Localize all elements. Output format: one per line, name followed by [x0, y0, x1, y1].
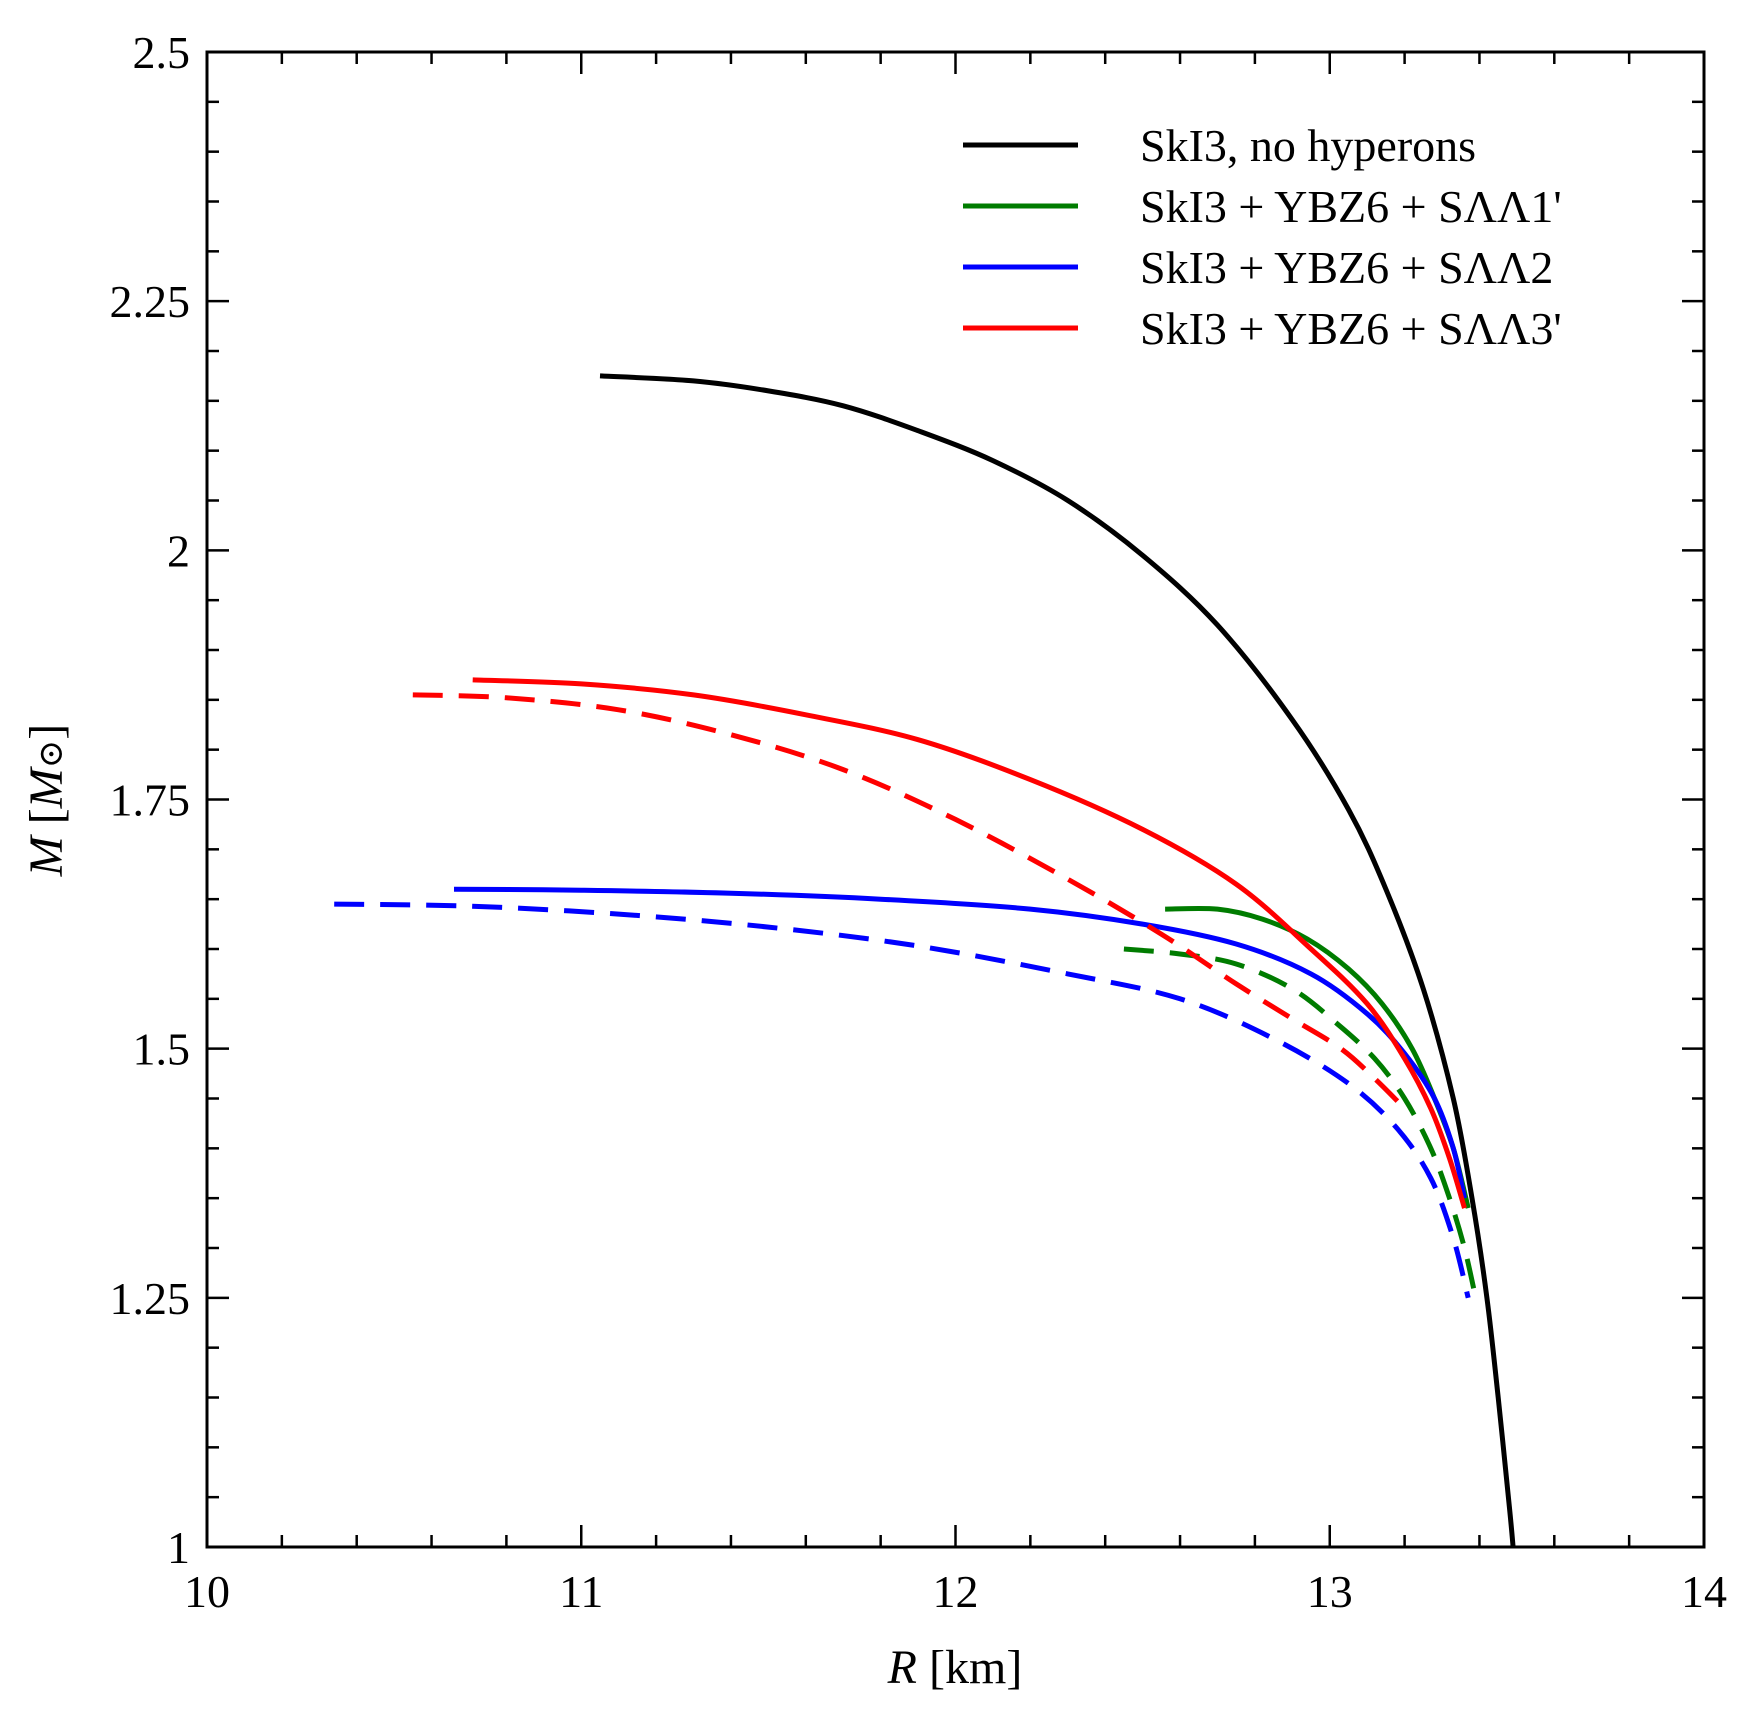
y-tick-label: 1: [167, 1522, 190, 1573]
series-line-5-dashed: [334, 901, 1471, 1299]
series-line-6-solid: [472, 677, 1467, 1209]
y-axis-label-symbol: M: [20, 833, 73, 877]
y-axis-label-sun-symbol: ⊙: [33, 740, 70, 769]
tick-labels: 10 11 12 13 14 1 1.25 1.5 1.75 2 2.25 2.5: [110, 27, 1728, 1617]
x-tick-label: 13: [1307, 1566, 1353, 1617]
x-tick-label: 11: [559, 1566, 603, 1617]
x-tick-label: 10: [184, 1566, 230, 1617]
legend-label: SkI3, no hyperons: [1140, 120, 1476, 171]
legend-label: SkI3 + YBZ6 + SΛΛ2: [1140, 242, 1553, 293]
y-tick-label: 1.25: [110, 1273, 191, 1324]
legend-entry: SkI3, no hyperons: [963, 120, 1476, 171]
y-tick-label: 1.5: [133, 1024, 191, 1075]
series-line-3-dashed: [1123, 946, 1479, 1299]
axis-ticks: [205, 50, 1706, 1549]
plot-curves: [334, 373, 1516, 1548]
x-axis-label: R [km]: [887, 1641, 1023, 1694]
legend-label: SkI3 + YBZ6 + SΛΛ3': [1140, 303, 1562, 354]
x-tick-label: 14: [1681, 1566, 1727, 1617]
x-axis-label-symbol: R: [887, 1641, 917, 1694]
x-axis-label-unit: [km]: [917, 1641, 1022, 1694]
legend-entry: SkI3 + YBZ6 + SΛΛ2: [963, 242, 1553, 293]
legend-entry: SkI3 + YBZ6 + SΛΛ1': [963, 181, 1562, 232]
y-tick-label: 1.75: [110, 775, 191, 826]
series-line-1-solid: [599, 373, 1516, 1548]
y-tick-label: 2.25: [110, 276, 191, 327]
series-line-7-dashed: [412, 692, 1407, 1111]
y-tick-label: 2.5: [133, 27, 191, 78]
y-axis-label-unit: M: [20, 765, 73, 809]
y-axis-label-open: [: [20, 808, 73, 836]
y-tick-label: 2: [167, 525, 190, 576]
legend: SkI3, no hyperons SkI3 + YBZ6 + SΛΛ1' SkI3…: [963, 120, 1562, 354]
x-tick-label: 12: [933, 1566, 979, 1617]
y-axis-label-bracket-close: ]: [20, 724, 73, 740]
legend-label: SkI3 + YBZ6 + SΛΛ1': [1140, 181, 1562, 232]
y-axis-label: M [M⊙]: [20, 724, 73, 877]
series-line-4-solid: [453, 886, 1467, 1199]
legend-entry: SkI3 + YBZ6 + SΛΛ3': [963, 303, 1562, 354]
